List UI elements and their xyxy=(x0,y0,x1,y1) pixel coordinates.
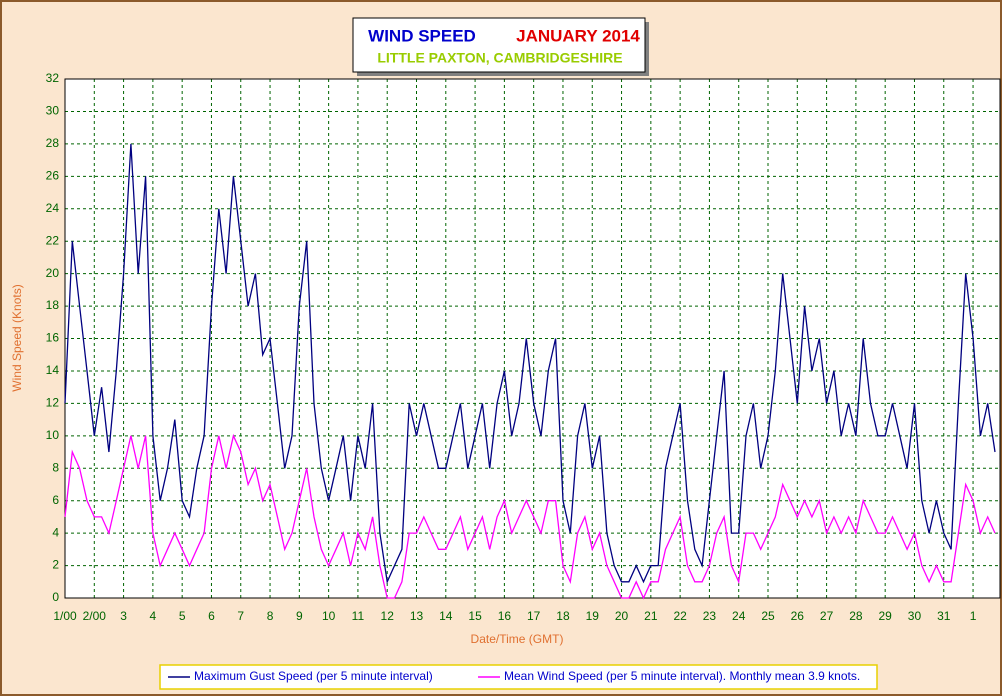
x-tick-label: 6 xyxy=(208,609,215,623)
x-tick-label: 8 xyxy=(267,609,274,623)
x-tick-label: 5 xyxy=(179,609,186,623)
y-tick-label: 24 xyxy=(46,201,60,215)
y-tick-label: 16 xyxy=(46,331,60,345)
x-tick-label: 12 xyxy=(381,609,395,623)
y-tick-label: 28 xyxy=(46,136,60,150)
x-tick-label: 22 xyxy=(673,609,687,623)
legend-label: Mean Wind Speed (per 5 minute interval).… xyxy=(504,669,860,683)
chart-title-date: JANUARY 2014 xyxy=(516,26,640,45)
x-tick-label: 1/00 xyxy=(53,609,77,623)
title-box xyxy=(352,17,646,73)
y-tick-label: 18 xyxy=(46,298,60,312)
x-tick-label: 19 xyxy=(586,609,600,623)
x-tick-label: 21 xyxy=(644,609,658,623)
legend-label: Maximum Gust Speed (per 5 minute interva… xyxy=(194,669,433,683)
x-tick-label: 4 xyxy=(150,609,157,623)
x-tick-label: 1 xyxy=(970,609,977,623)
y-tick-label: 26 xyxy=(46,168,60,182)
y-tick-label: 2 xyxy=(52,558,59,572)
legend xyxy=(159,664,878,690)
x-tick-label: 25 xyxy=(761,609,775,623)
plot-area xyxy=(65,79,1000,598)
x-tick-label: 30 xyxy=(908,609,922,623)
y-tick-label: 22 xyxy=(46,233,60,247)
x-tick-label: 15 xyxy=(468,609,482,623)
x-tick-label: 23 xyxy=(703,609,717,623)
x-tick-label: 27 xyxy=(820,609,834,623)
x-tick-label: 11 xyxy=(352,609,365,623)
y-tick-label: 6 xyxy=(52,493,59,507)
y-tick-label: 20 xyxy=(46,266,60,280)
x-tick-label: 18 xyxy=(556,609,570,623)
x-tick-label: 17 xyxy=(527,609,541,623)
series-line xyxy=(64,433,996,600)
x-tick-label: 7 xyxy=(237,609,244,623)
x-tick-label: 2/00 xyxy=(83,609,107,623)
y-tick-label: 10 xyxy=(46,428,60,442)
chart-title: WIND SPEED xyxy=(368,26,476,45)
x-tick-label: 13 xyxy=(410,609,424,623)
y-tick-label: 8 xyxy=(52,460,59,474)
x-tick-label: 3 xyxy=(120,609,127,623)
x-tick-label: 24 xyxy=(732,609,746,623)
y-tick-label: 4 xyxy=(52,525,59,539)
x-tick-label: 31 xyxy=(937,609,951,623)
y-tick-label: 14 xyxy=(46,363,60,377)
series-line xyxy=(64,143,996,585)
y-tick-label: 12 xyxy=(46,396,60,410)
x-tick-label: 9 xyxy=(296,609,303,623)
x-tick-label: 29 xyxy=(878,609,892,623)
x-tick-label: 28 xyxy=(849,609,863,623)
y-tick-label: 32 xyxy=(46,71,60,85)
x-tick-label: 20 xyxy=(615,609,629,623)
x-tick-label: 26 xyxy=(791,609,805,623)
x-axis-title: Date/Time (GMT) xyxy=(471,632,564,646)
x-tick-label: 14 xyxy=(439,609,453,623)
y-tick-label: 0 xyxy=(52,590,59,604)
plot-border xyxy=(64,78,1001,599)
y-tick-label: 30 xyxy=(46,104,60,118)
x-tick-label: 10 xyxy=(322,609,336,623)
y-axis-title: Wind Speed (Knots) xyxy=(10,284,24,391)
chart-subtitle: LITTLE PAXTON, CAMBRIDGESHIRE xyxy=(377,50,622,66)
x-tick-label: 16 xyxy=(498,609,512,623)
